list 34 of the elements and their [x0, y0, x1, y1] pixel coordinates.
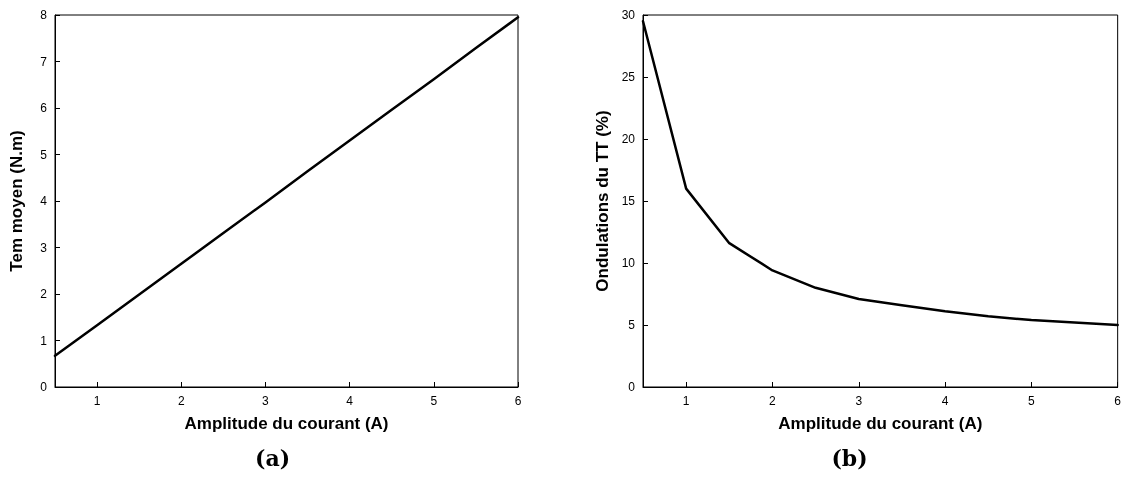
y-tick-label: 5 [40, 147, 48, 162]
y-tick-label: 3 [40, 240, 48, 255]
y-tick-label: 1 [40, 333, 48, 348]
y-tick-label: 15 [621, 194, 636, 208]
x-tick-label: 6 [1114, 394, 1122, 408]
y-tick-label: 8 [40, 8, 48, 22]
y-tick-label: 0 [40, 380, 48, 394]
y-tick-label: 25 [621, 70, 636, 84]
text: (b) [831, 445, 868, 471]
x-tick-label: 4 [346, 394, 354, 408]
y-tick-label: 20 [621, 132, 636, 146]
x-axis-title: Amplitude du courant (A) [778, 414, 983, 433]
y-tick-label: 6 [40, 101, 48, 115]
y-tick-label: 0 [628, 380, 636, 394]
x-tick-label: 4 [941, 394, 949, 408]
x-tick-label: 5 [1028, 394, 1036, 408]
y-tick-label: 4 [40, 194, 48, 208]
x-tick-label: 2 [177, 394, 185, 408]
y-tick-label: 10 [621, 256, 636, 270]
x-tick-label: 1 [682, 394, 690, 408]
x-tick-label: 2 [769, 394, 777, 408]
x-tick-label: 3 [855, 394, 863, 408]
y-tick-label: 2 [40, 287, 48, 301]
x-tick-label: 1 [93, 394, 101, 408]
text: (a) [254, 445, 291, 471]
y-tick-label: 7 [40, 54, 48, 69]
x-tick-label: 3 [262, 394, 270, 408]
x-tick-label: 6 [514, 394, 522, 408]
x-tick-label: 5 [430, 394, 438, 408]
y-tick-label: 5 [628, 318, 636, 332]
y-tick-label: 30 [621, 8, 636, 22]
x-axis-title: Amplitude du courant (A) [184, 414, 389, 433]
y-axis-title: Ondulations du TT (%) [592, 110, 612, 292]
y-axis-title: Tem moyen (N.m) [7, 130, 26, 272]
